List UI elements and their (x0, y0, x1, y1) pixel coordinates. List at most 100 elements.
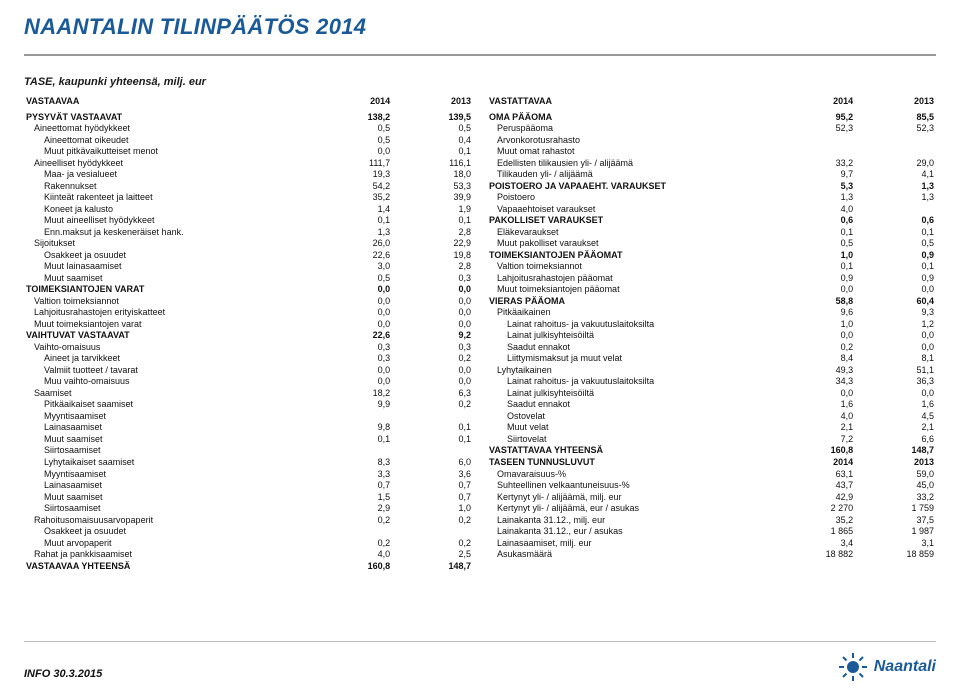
table-row: Asukasmäärä18 88218 859 (487, 549, 936, 561)
row-value: 4,0 (774, 411, 855, 423)
table-row: Aineet ja tarvikkeet0,30,2 (24, 353, 473, 365)
row-value: 1,9 (392, 204, 473, 216)
right-column: VASTATTAVAA20142013OMA PÄÄOMA95,285,5Per… (487, 96, 936, 572)
row-value: 4,0 (311, 549, 392, 561)
table-row: Siirtovelat7,26,6 (487, 434, 936, 446)
row-label: Rahat ja pankkisaamiset (24, 549, 311, 561)
row-value: 45,0 (855, 480, 936, 492)
row-label: Muut saamiset (24, 273, 311, 285)
row-label: Saamiset (24, 388, 311, 400)
row-value: 0,1 (311, 215, 392, 227)
table-row: Lainasaamiset, milj. eur3,43,1 (487, 538, 936, 550)
row-value: 0,0 (392, 296, 473, 308)
row-label: Pitkäaikainen (487, 307, 774, 319)
row-value (774, 146, 855, 158)
row-value: 0,9 (855, 250, 936, 262)
table-row: Lahjoitusrahastojen pääomat0,90,9 (487, 273, 936, 285)
row-value: 1,0 (774, 319, 855, 331)
row-value: 160,8 (774, 445, 855, 457)
row-label: Lainasaamiset (24, 480, 311, 492)
row-label: Lainasaamiset, milj. eur (487, 538, 774, 550)
row-value: 1,0 (774, 250, 855, 262)
row-label: Saadut ennakot (487, 399, 774, 411)
row-value: 35,2 (311, 192, 392, 204)
table-row: Muut saamiset1,50,7 (24, 492, 473, 504)
row-label: OMA PÄÄOMA (487, 112, 774, 124)
row-value: 0,0 (311, 284, 392, 296)
row-value: 1,3 (311, 227, 392, 239)
row-value: 22,6 (311, 330, 392, 342)
table-row: Lainat julkisyhteisöiltä0,00,0 (487, 388, 936, 400)
row-label: Lyhytaikaiset saamiset (24, 457, 311, 469)
table-row: Muut toimeksiantojen pääomat0,00,0 (487, 284, 936, 296)
row-value: 0,4 (392, 135, 473, 147)
row-value: 0,0 (392, 284, 473, 296)
table-row: Muut velat2,12,1 (487, 422, 936, 434)
table-row: Omavaraisuus-%63,159,0 (487, 469, 936, 481)
row-label: Muut arvopaperit (24, 538, 311, 550)
row-value: 0,0 (392, 307, 473, 319)
row-value: 0,2 (392, 538, 473, 550)
row-value: 0,1 (855, 227, 936, 239)
table-row: Lyhytaikainen49,351,1 (487, 365, 936, 377)
row-label: Valtion toimeksiannot (487, 261, 774, 273)
row-value: 18,0 (392, 169, 473, 181)
table-row: Saadut ennakot0,20,0 (487, 342, 936, 354)
table-row: Lainat rahoitus- ja vakuutuslaitoksilta3… (487, 376, 936, 388)
row-value: 0,1 (392, 146, 473, 158)
brand-name: Naantali (874, 658, 936, 676)
table-row: Pitkäaikainen9,69,3 (487, 307, 936, 319)
brand-logo: Naantali (838, 652, 936, 682)
table-row: VAIHTUVAT VASTAAVAT22,69,2 (24, 330, 473, 342)
vastattavaa-table: VASTATTAVAA20142013OMA PÄÄOMA95,285,5Per… (487, 96, 936, 561)
table-row: Vaihto-omaisuus0,30,3 (24, 342, 473, 354)
table-row: Muut omat rahastot (487, 146, 936, 158)
table-row: Valmiit tuotteet / tavarat0,00,0 (24, 365, 473, 377)
vastaavaa-table: VASTAAVAA20142013PYSYVÄT VASTAAVAT138,21… (24, 96, 473, 572)
row-label: Edellisten tilikausien yli- / alijäämä (487, 158, 774, 170)
row-value: 9,3 (855, 307, 936, 319)
row-label: Muut lainasaamiset (24, 261, 311, 273)
col-header: VASTATTAVAA (487, 96, 774, 108)
row-value: 1,5 (311, 492, 392, 504)
row-value: 95,2 (774, 112, 855, 124)
row-label: TOIMEKSIANTOJEN VARAT (24, 284, 311, 296)
row-value: 2013 (855, 457, 936, 469)
table-row: VASTAAVAA YHTEENSÄ160,8148,7 (24, 561, 473, 573)
row-value: 0,1 (392, 422, 473, 434)
row-value (855, 204, 936, 216)
table-row: Saadut ennakot1,61,6 (487, 399, 936, 411)
table-row: Peruspääoma52,352,3 (487, 123, 936, 135)
row-value (311, 445, 392, 457)
row-value: 22,9 (392, 238, 473, 250)
subtitle: TASE, kaupunki yhteensä, milj. eur (0, 56, 960, 94)
row-label: Myyntisaamiset (24, 411, 311, 423)
row-label: PYSYVÄT VASTAAVAT (24, 112, 311, 124)
table-row: PYSYVÄT VASTAAVAT138,2139,5 (24, 112, 473, 124)
row-value: 0,3 (311, 353, 392, 365)
row-value: 9,8 (311, 422, 392, 434)
row-value: 51,1 (855, 365, 936, 377)
row-label: Vaihto-omaisuus (24, 342, 311, 354)
row-label: POISTOERO JA VAPAAEHT. VARAUKSET (487, 181, 774, 193)
row-value: 19,3 (311, 169, 392, 181)
row-value: 0,0 (855, 342, 936, 354)
table-row: Koneet ja kalusto1,41,9 (24, 204, 473, 216)
table-row: Muu vaihto-omaisuus0,00,0 (24, 376, 473, 388)
table-row: Pitkäaikaiset saamiset9,90,2 (24, 399, 473, 411)
row-label: Muut saamiset (24, 492, 311, 504)
row-value: 6,3 (392, 388, 473, 400)
row-value: 0,5 (311, 135, 392, 147)
col-header: 2014 (311, 96, 392, 108)
table-row: Muut lainasaamiset3,02,8 (24, 261, 473, 273)
page-title: NAANTALIN TILINPÄÄTÖS 2014 (24, 14, 936, 40)
row-label: Aineettomat hyödykkeet (24, 123, 311, 135)
row-value: 0,1 (774, 261, 855, 273)
row-value: 7,2 (774, 434, 855, 446)
row-value: 0,1 (855, 261, 936, 273)
table-row: Kertynyt yli- / alijäämä, milj. eur42,93… (487, 492, 936, 504)
table-row: Lyhytaikaiset saamiset8,36,0 (24, 457, 473, 469)
row-label: Rakennukset (24, 181, 311, 193)
row-value: 49,3 (774, 365, 855, 377)
row-value (392, 411, 473, 423)
